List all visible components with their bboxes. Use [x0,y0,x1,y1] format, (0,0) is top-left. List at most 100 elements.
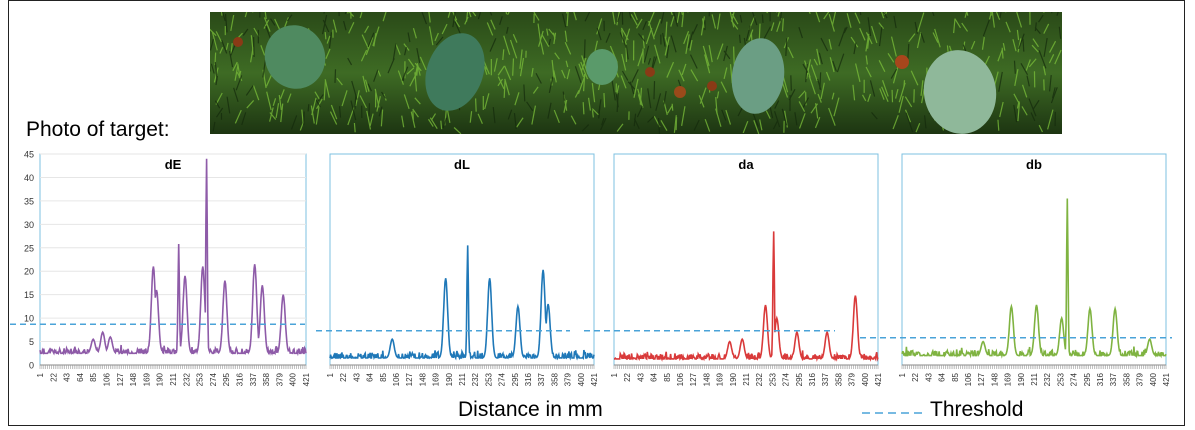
x-tick-label: 127 [405,372,414,386]
target-photo [210,12,1062,134]
y-tick-label: 25 [24,243,34,253]
y-tick-label: 40 [24,173,34,183]
x-tick-label: 358 [1122,372,1131,386]
x-tick-label: 64 [366,372,375,381]
y-tick-label: 20 [24,267,34,277]
leaf [731,38,785,114]
x-tick-label: 148 [990,372,999,386]
chart-title: da [738,157,754,172]
berry [707,81,717,91]
leaf [264,25,326,89]
x-tick-label: 232 [755,372,764,386]
x-tick-label: 127 [977,372,986,386]
x-tick-label: 22 [49,372,58,381]
x-tick-label: 358 [834,372,843,386]
y-tick-label: 45 [24,150,34,160]
x-tick-label: 148 [129,372,138,386]
x-tick-label: 190 [729,372,738,386]
x-tick-label: 85 [89,372,98,381]
x-tick-label: 316 [236,372,245,386]
x-tick-label: 358 [262,372,271,386]
x-tick-label: 337 [537,372,546,386]
x-tick-label: 85 [951,372,960,381]
x-tick-label: 295 [511,372,520,386]
threshold-legend-label: Threshold [930,398,1024,421]
x-tick-label: 85 [379,372,388,381]
x-tick-label: 43 [352,372,361,381]
series-line-da [614,231,879,363]
x-tick-label: 211 [169,372,178,385]
x-tick-label: 253 [1056,372,1065,386]
chart-title: db [1026,157,1042,172]
berry [645,67,655,77]
x-tick-label: 1 [36,372,45,377]
x-tick-label: 22 [623,372,632,381]
x-tick-label: 379 [564,372,573,386]
x-axis-label: Distance in mm [458,398,603,421]
chart-title: dL [454,157,470,172]
x-tick-label: 169 [716,372,725,386]
x-tick-label: 316 [524,372,533,386]
y-tick-label: 0 [29,361,34,371]
x-tick-label: 190 [445,372,454,386]
chart-dL: dL 1 22 43 64 85 106 127 148 169 190 211 232 253 274 29… [326,153,599,386]
leaf [425,33,485,111]
x-tick-label: 295 [222,372,231,386]
x-tick-label: 211 [742,372,751,385]
x-tick-label: 379 [848,372,857,386]
x-tick-label: 64 [76,372,85,381]
x-tick-label: 253 [484,372,493,386]
x-tick-label: 148 [418,372,427,386]
y-tick-label: 30 [24,220,34,230]
x-tick-label: 232 [471,372,480,386]
x-tick-label: 1 [898,372,907,377]
x-tick-label: 127 [689,372,698,386]
threshold-legend-line [862,412,922,414]
chart-da: da 1 22 43 64 85 106 127 148 169 190 211 232 253 274 29… [610,153,883,386]
series-line-dL [329,245,595,361]
x-tick-label: 106 [392,372,401,386]
x-tick-label: 148 [702,372,711,386]
x-tick-label: 43 [636,372,645,381]
x-tick-label: 1 [610,372,619,377]
x-tick-label: 211 [1030,372,1039,385]
x-tick-label: 274 [1070,372,1079,386]
x-tick-label: 169 [1004,372,1013,386]
x-tick-label: 421 [590,372,599,386]
x-tick-label: 421 [1162,372,1171,386]
x-tick-label: 400 [861,372,870,386]
x-tick-label: 295 [795,372,804,386]
chart-title: dE [165,157,182,172]
x-tick-label: 22 [339,372,348,381]
x-tick-label: 106 [676,372,685,386]
x-tick-label: 127 [116,372,125,386]
y-tick-label: 10 [24,314,34,324]
x-tick-label: 337 [1109,372,1118,386]
x-tick-label: 421 [874,372,883,386]
x-tick-label: 274 [782,372,791,386]
x-tick-label: 22 [911,372,920,381]
x-tick-label: 379 [275,372,284,386]
figure-frame [8,0,1185,426]
x-tick-label: 274 [498,372,507,386]
x-tick-label: 64 [650,372,659,381]
x-tick-label: 316 [1096,372,1105,386]
x-tick-label: 379 [1136,372,1145,386]
x-tick-label: 337 [249,372,258,386]
y-tick-label: 15 [24,290,34,300]
x-tick-label: 85 [663,372,672,381]
x-tick-label: 232 [182,372,191,386]
x-tick-label: 316 [808,372,817,386]
x-tick-label: 106 [964,372,973,386]
leaf [923,50,997,134]
x-tick-label: 211 [458,372,467,385]
x-tick-label: 358 [550,372,559,386]
x-tick-label: 421 [302,372,311,386]
x-tick-label: 43 [924,372,933,381]
grass-photo-image [210,12,1062,134]
x-tick-label: 253 [768,372,777,386]
x-tick-label: 106 [103,372,112,386]
x-tick-label: 274 [209,372,218,386]
x-tick-label: 337 [821,372,830,386]
